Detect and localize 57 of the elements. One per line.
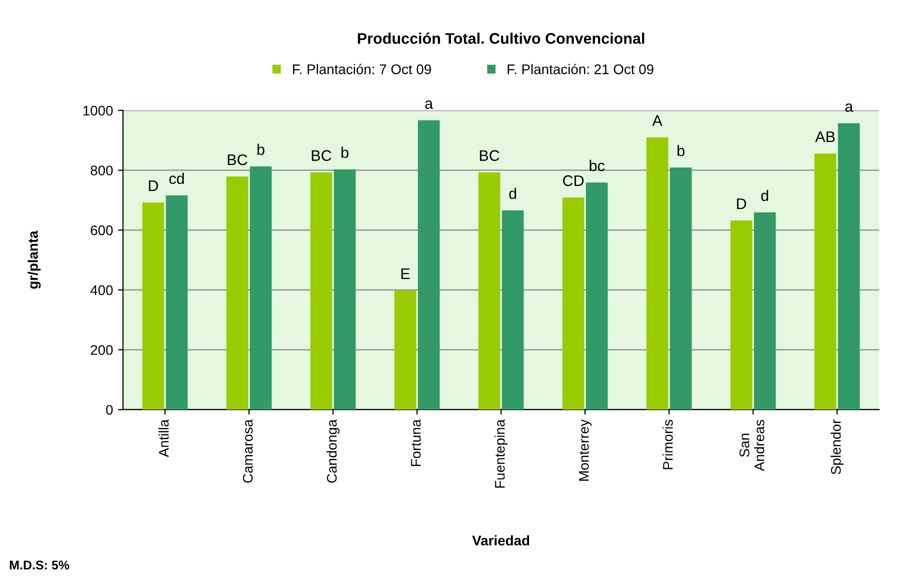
bar [310, 172, 332, 410]
data-label: bc [590, 160, 604, 172]
legend-label: F. Plantación: 21 Oct 09 [508, 64, 654, 74]
legend-label: F. Plantación: 7 Oct 09 [293, 64, 431, 74]
bar [250, 166, 272, 410]
data-label: d [761, 190, 768, 202]
bar [814, 153, 836, 410]
bar [334, 169, 356, 410]
bar [418, 120, 440, 410]
x-tick-label: Fuentepina [494, 419, 508, 488]
x-tick-label: Primoris [662, 420, 673, 470]
data-label: AB [815, 131, 835, 142]
data-label: D [148, 180, 158, 192]
y-axis-title: gr/planta [28, 230, 41, 289]
bar [166, 195, 188, 410]
data-label: b [678, 144, 684, 156]
bar [142, 202, 164, 410]
x-tick-label: Candonga [326, 419, 340, 483]
bar [754, 212, 776, 410]
data-label: a [425, 100, 434, 109]
chart-title: Producción Total. Cultivo Convencional [358, 32, 644, 44]
data-label: a [845, 104, 854, 112]
x-tick-label: San Andreas [740, 420, 764, 472]
data-label: b [258, 144, 264, 155]
x-tick-label: Antilla [158, 419, 169, 458]
x-axis-title: Variedad [472, 535, 530, 546]
data-label: b [342, 146, 348, 158]
y-tick-label: 200 [90, 345, 113, 355]
x-tick-label: Camarosa [242, 419, 253, 483]
data-label: A [652, 115, 662, 126]
y-tick-label: 400 [90, 285, 113, 296]
x-tick-label: Splendor [830, 420, 844, 474]
y-tick-label: 600 [90, 225, 113, 236]
y-tick-label: 0 [106, 404, 113, 415]
bar [586, 182, 608, 410]
bar [838, 123, 860, 410]
text: M.D.S: 5% [10, 560, 70, 570]
bar [646, 137, 668, 410]
y-tick-label: 800 [90, 166, 113, 176]
data-label: BC [480, 150, 500, 161]
y-tick-label: 1000 [83, 106, 113, 116]
bar [502, 210, 524, 410]
bar [730, 220, 752, 410]
bar [394, 290, 416, 410]
data-label: CD [563, 175, 584, 186]
data-label: E [401, 268, 410, 280]
data-label: BC [312, 150, 332, 161]
bar [670, 168, 692, 410]
bar [478, 172, 500, 410]
x-tick-label: Fortuna [411, 419, 421, 466]
data-label: d [509, 188, 516, 199]
bar [562, 197, 584, 410]
data-label: cd [169, 172, 184, 184]
bar [226, 176, 248, 410]
data-label: BC [228, 154, 248, 166]
x-tick-label: Monterrey [579, 419, 592, 481]
data-label: D [737, 198, 746, 209]
